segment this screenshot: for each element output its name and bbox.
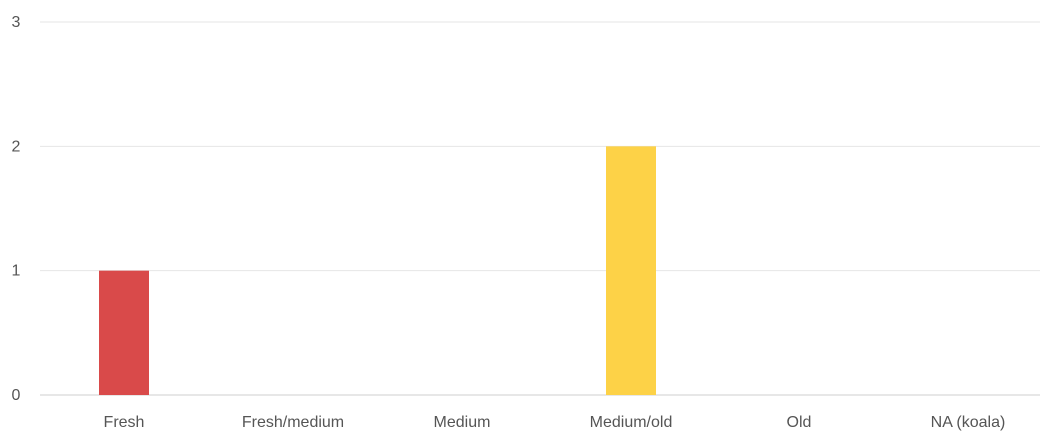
y-tick-label: 1 [12,263,21,280]
y-axis-ticks: 0 1 2 3 [12,14,21,404]
x-tick-label: Old [787,414,812,431]
x-tick-label: NA (koala) [931,414,1006,431]
bars [99,146,656,395]
bar[interactable] [606,146,656,395]
x-tick-label: Medium/old [590,414,673,431]
x-tick-label: Fresh/medium [242,414,344,431]
bar[interactable] [99,270,149,395]
x-tick-label: Fresh [104,414,145,431]
gridlines [40,21,1040,396]
y-tick-label: 3 [12,14,21,31]
x-tick-label: Medium [434,414,491,431]
y-tick-label: 2 [12,138,21,155]
y-tick-label: 0 [12,387,21,404]
x-axis-ticks: Fresh Fresh/medium Medium Medium/old Old NA (… [104,414,1006,431]
